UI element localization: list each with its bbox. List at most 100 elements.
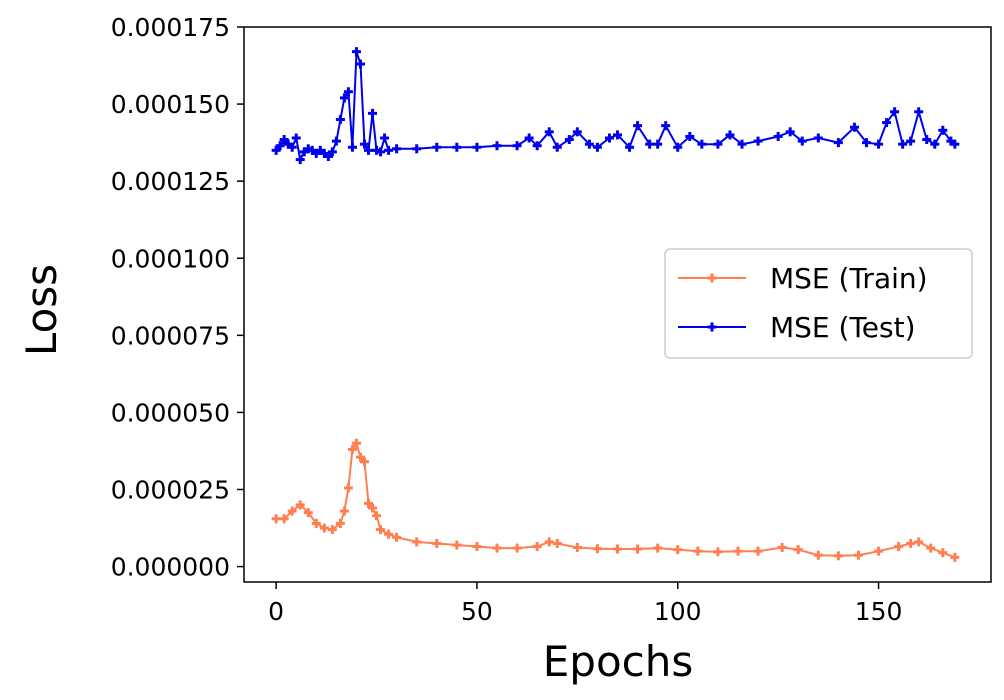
data-point xyxy=(452,540,462,550)
data-point xyxy=(271,514,281,524)
data-point xyxy=(552,538,562,548)
data-point xyxy=(544,537,554,547)
y-tick-label: 0.000175 xyxy=(111,13,230,42)
legend-marker-point xyxy=(707,273,717,283)
data-point xyxy=(351,438,361,448)
data-point xyxy=(753,136,763,146)
legend-label-train: MSE (Train) xyxy=(770,262,928,295)
data-point xyxy=(287,506,297,516)
data-point xyxy=(785,127,795,137)
data-point xyxy=(327,525,337,535)
data-point xyxy=(914,537,924,547)
data-point xyxy=(773,131,783,141)
data-point xyxy=(572,127,582,137)
data-point xyxy=(319,523,329,533)
data-point xyxy=(713,139,723,149)
y-tick-label: 0.000025 xyxy=(111,476,230,505)
data-point xyxy=(492,141,502,151)
x-tick-label: 150 xyxy=(855,597,903,626)
y-tick-label: 0.000125 xyxy=(111,167,230,196)
data-point xyxy=(950,139,960,149)
data-point xyxy=(930,139,940,149)
data-point xyxy=(906,538,916,548)
data-point xyxy=(737,139,747,149)
y-tick-label: 0.000150 xyxy=(111,90,230,119)
data-point xyxy=(291,133,301,143)
data-point xyxy=(552,142,562,152)
data-point xyxy=(335,518,345,528)
data-point xyxy=(512,141,522,151)
data-point xyxy=(613,130,622,140)
data-point xyxy=(833,551,843,561)
y-tick-label: 0.000000 xyxy=(111,553,230,582)
axes: 0 50 100 150 0.000000 0.000025 0.000050 0.00007… xyxy=(111,13,992,626)
data-point xyxy=(898,139,908,149)
y-tick-label: 0.000075 xyxy=(111,321,230,350)
data-point xyxy=(380,133,390,143)
data-point xyxy=(882,118,892,128)
series-train xyxy=(271,438,960,562)
legend-marker-test xyxy=(707,322,717,332)
data-point xyxy=(532,141,542,151)
data-point xyxy=(331,136,341,146)
data-point xyxy=(287,142,297,152)
x-tick-label: 50 xyxy=(461,597,493,626)
data-point xyxy=(392,532,402,542)
series-line-test xyxy=(275,51,956,163)
data-point xyxy=(753,546,763,556)
data-point xyxy=(376,147,386,157)
data-point xyxy=(347,142,357,152)
legend-entry-train: MSE (Train) xyxy=(678,262,928,295)
data-point xyxy=(432,142,442,152)
data-point xyxy=(327,147,337,157)
data-point xyxy=(275,141,285,151)
data-point xyxy=(584,139,594,149)
data-point xyxy=(890,107,900,117)
data-point xyxy=(922,135,932,145)
data-point xyxy=(653,543,663,553)
data-point xyxy=(524,133,534,143)
data-point xyxy=(613,544,622,554)
data-point xyxy=(412,537,422,547)
series-line-train xyxy=(276,440,956,559)
data-point xyxy=(384,529,394,539)
data-point xyxy=(713,547,723,557)
data-point xyxy=(355,59,365,69)
data-point xyxy=(355,452,365,462)
data-point xyxy=(359,139,369,149)
data-point xyxy=(472,542,482,552)
data-point xyxy=(279,514,289,524)
x-tick-label: 100 xyxy=(654,597,702,626)
data-point xyxy=(347,444,357,454)
data-point xyxy=(343,483,353,493)
data-point xyxy=(368,108,378,118)
data-point xyxy=(926,543,936,553)
data-point xyxy=(323,152,333,161)
data-point xyxy=(853,550,863,560)
data-point xyxy=(793,545,803,555)
data-point xyxy=(372,511,382,521)
data-point xyxy=(906,136,916,146)
legend-entry-test: MSE (Test) xyxy=(678,311,916,344)
data-point xyxy=(813,550,823,560)
y-tick-label: 0.000100 xyxy=(111,244,230,273)
data-point xyxy=(311,518,321,528)
data-point xyxy=(364,498,373,508)
data-point xyxy=(894,542,904,552)
data-point xyxy=(412,144,422,154)
data-point xyxy=(512,543,522,553)
data-point xyxy=(351,47,361,57)
data-point xyxy=(874,139,884,149)
data-point xyxy=(633,544,643,554)
legend-box xyxy=(664,248,973,359)
data-point xyxy=(544,127,554,137)
series-test xyxy=(271,47,960,165)
data-point xyxy=(914,107,924,117)
data-point xyxy=(392,144,402,154)
legend-marker-train xyxy=(707,273,717,283)
data-point xyxy=(339,506,349,516)
data-point xyxy=(359,457,369,467)
data-point xyxy=(833,138,843,148)
data-point xyxy=(343,87,353,97)
data-point xyxy=(384,145,394,155)
